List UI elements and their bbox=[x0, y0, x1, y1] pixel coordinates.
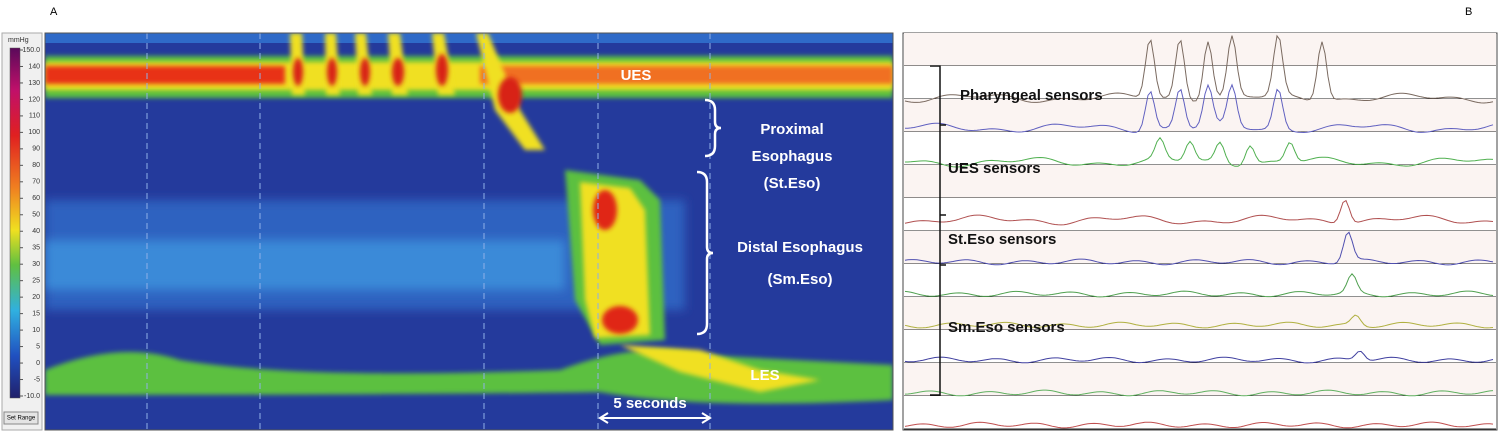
heatmap-frame bbox=[44, 32, 894, 431]
channel-band bbox=[904, 363, 1496, 396]
pressure-trace bbox=[904, 350, 1494, 364]
scale-arrows bbox=[598, 412, 712, 424]
annotation: (St.Eso) bbox=[764, 175, 821, 192]
colorbar-tick-label: 80 bbox=[32, 162, 40, 169]
colorbar-tick-label: 0 bbox=[36, 360, 40, 367]
panel-label: A bbox=[50, 6, 58, 18]
colorbar-tick-label: 25 bbox=[32, 278, 40, 285]
colorbar-tick-label: 15 bbox=[32, 310, 40, 317]
colorbar-unit: mmHg bbox=[8, 37, 29, 44]
sensor-label: Pharyngeal sensors bbox=[960, 87, 1103, 104]
pressure-trace bbox=[904, 421, 1494, 429]
colorbar bbox=[9, 47, 21, 399]
annotation: Distal Esophagus bbox=[737, 239, 863, 256]
colorbar-tick-label: 20 bbox=[32, 294, 40, 301]
pressure-trace bbox=[905, 136, 1494, 168]
annotation: 5 seconds bbox=[613, 395, 686, 412]
set-range-label: Set Range bbox=[7, 416, 36, 422]
colorbar-tick-label: 60 bbox=[32, 195, 40, 202]
pressure-trace bbox=[904, 34, 1494, 104]
traces bbox=[904, 33, 1496, 430]
sensor-label: St.Eso sensors bbox=[948, 231, 1056, 248]
colorbar-tick-label: 50 bbox=[32, 212, 40, 219]
pressure-topography bbox=[45, 33, 893, 430]
pressure-trace bbox=[904, 231, 1494, 266]
colorbar-tick-label: 110 bbox=[29, 113, 40, 120]
pressure-trace bbox=[904, 273, 1494, 298]
channel-band bbox=[904, 33, 1496, 66]
channel-band bbox=[904, 165, 1496, 198]
colorbar-tick-label: 130 bbox=[28, 80, 40, 87]
annotation: Esophagus bbox=[752, 148, 833, 165]
colorbar-tick-label: 70 bbox=[32, 179, 40, 186]
annotation: UES bbox=[621, 67, 652, 84]
sensor-label: Sm.Eso sensors bbox=[948, 319, 1065, 336]
channel-band bbox=[904, 396, 1496, 429]
annotation: Proximal bbox=[760, 121, 823, 138]
colorbar-tick-label: 100 bbox=[28, 129, 40, 136]
pressure-trace bbox=[904, 314, 1494, 329]
channel-band bbox=[904, 198, 1496, 231]
channel-band bbox=[904, 132, 1496, 165]
channel-band bbox=[904, 231, 1496, 264]
colorbar-tick-label: 90 bbox=[32, 146, 40, 153]
annotation: (Sm.Eso) bbox=[767, 271, 832, 288]
colorbar-tick-label: 40 bbox=[32, 228, 40, 235]
panel-label: B bbox=[1465, 6, 1472, 18]
pressure-trace bbox=[904, 199, 1494, 226]
colorbar-tick-label: 35 bbox=[32, 245, 40, 252]
set-range-button[interactable] bbox=[3, 411, 39, 425]
pressure-trace bbox=[904, 83, 1494, 134]
sensor-label: UES sensors bbox=[948, 160, 1041, 177]
channel-band bbox=[904, 297, 1496, 330]
colorbar-tick-label: 30 bbox=[32, 261, 40, 268]
colorbar-tick-label: 140 bbox=[28, 63, 40, 70]
colorbar-tick-label: -5 bbox=[34, 376, 40, 383]
brace bbox=[696, 170, 714, 336]
colorbar-tick-label: 5 bbox=[36, 343, 40, 350]
pressure-trace bbox=[904, 389, 1494, 397]
colorbar-tick-label: -10.0 bbox=[24, 393, 40, 400]
colorbar-tick-label: 120 bbox=[28, 96, 40, 103]
channel-band bbox=[904, 264, 1496, 297]
colorbar-tick-label: 150.0 bbox=[22, 47, 40, 54]
brace bbox=[704, 98, 722, 158]
brace bbox=[930, 65, 946, 396]
colorbar-tick-label: 10 bbox=[32, 327, 40, 334]
annotation: LES bbox=[750, 367, 779, 384]
